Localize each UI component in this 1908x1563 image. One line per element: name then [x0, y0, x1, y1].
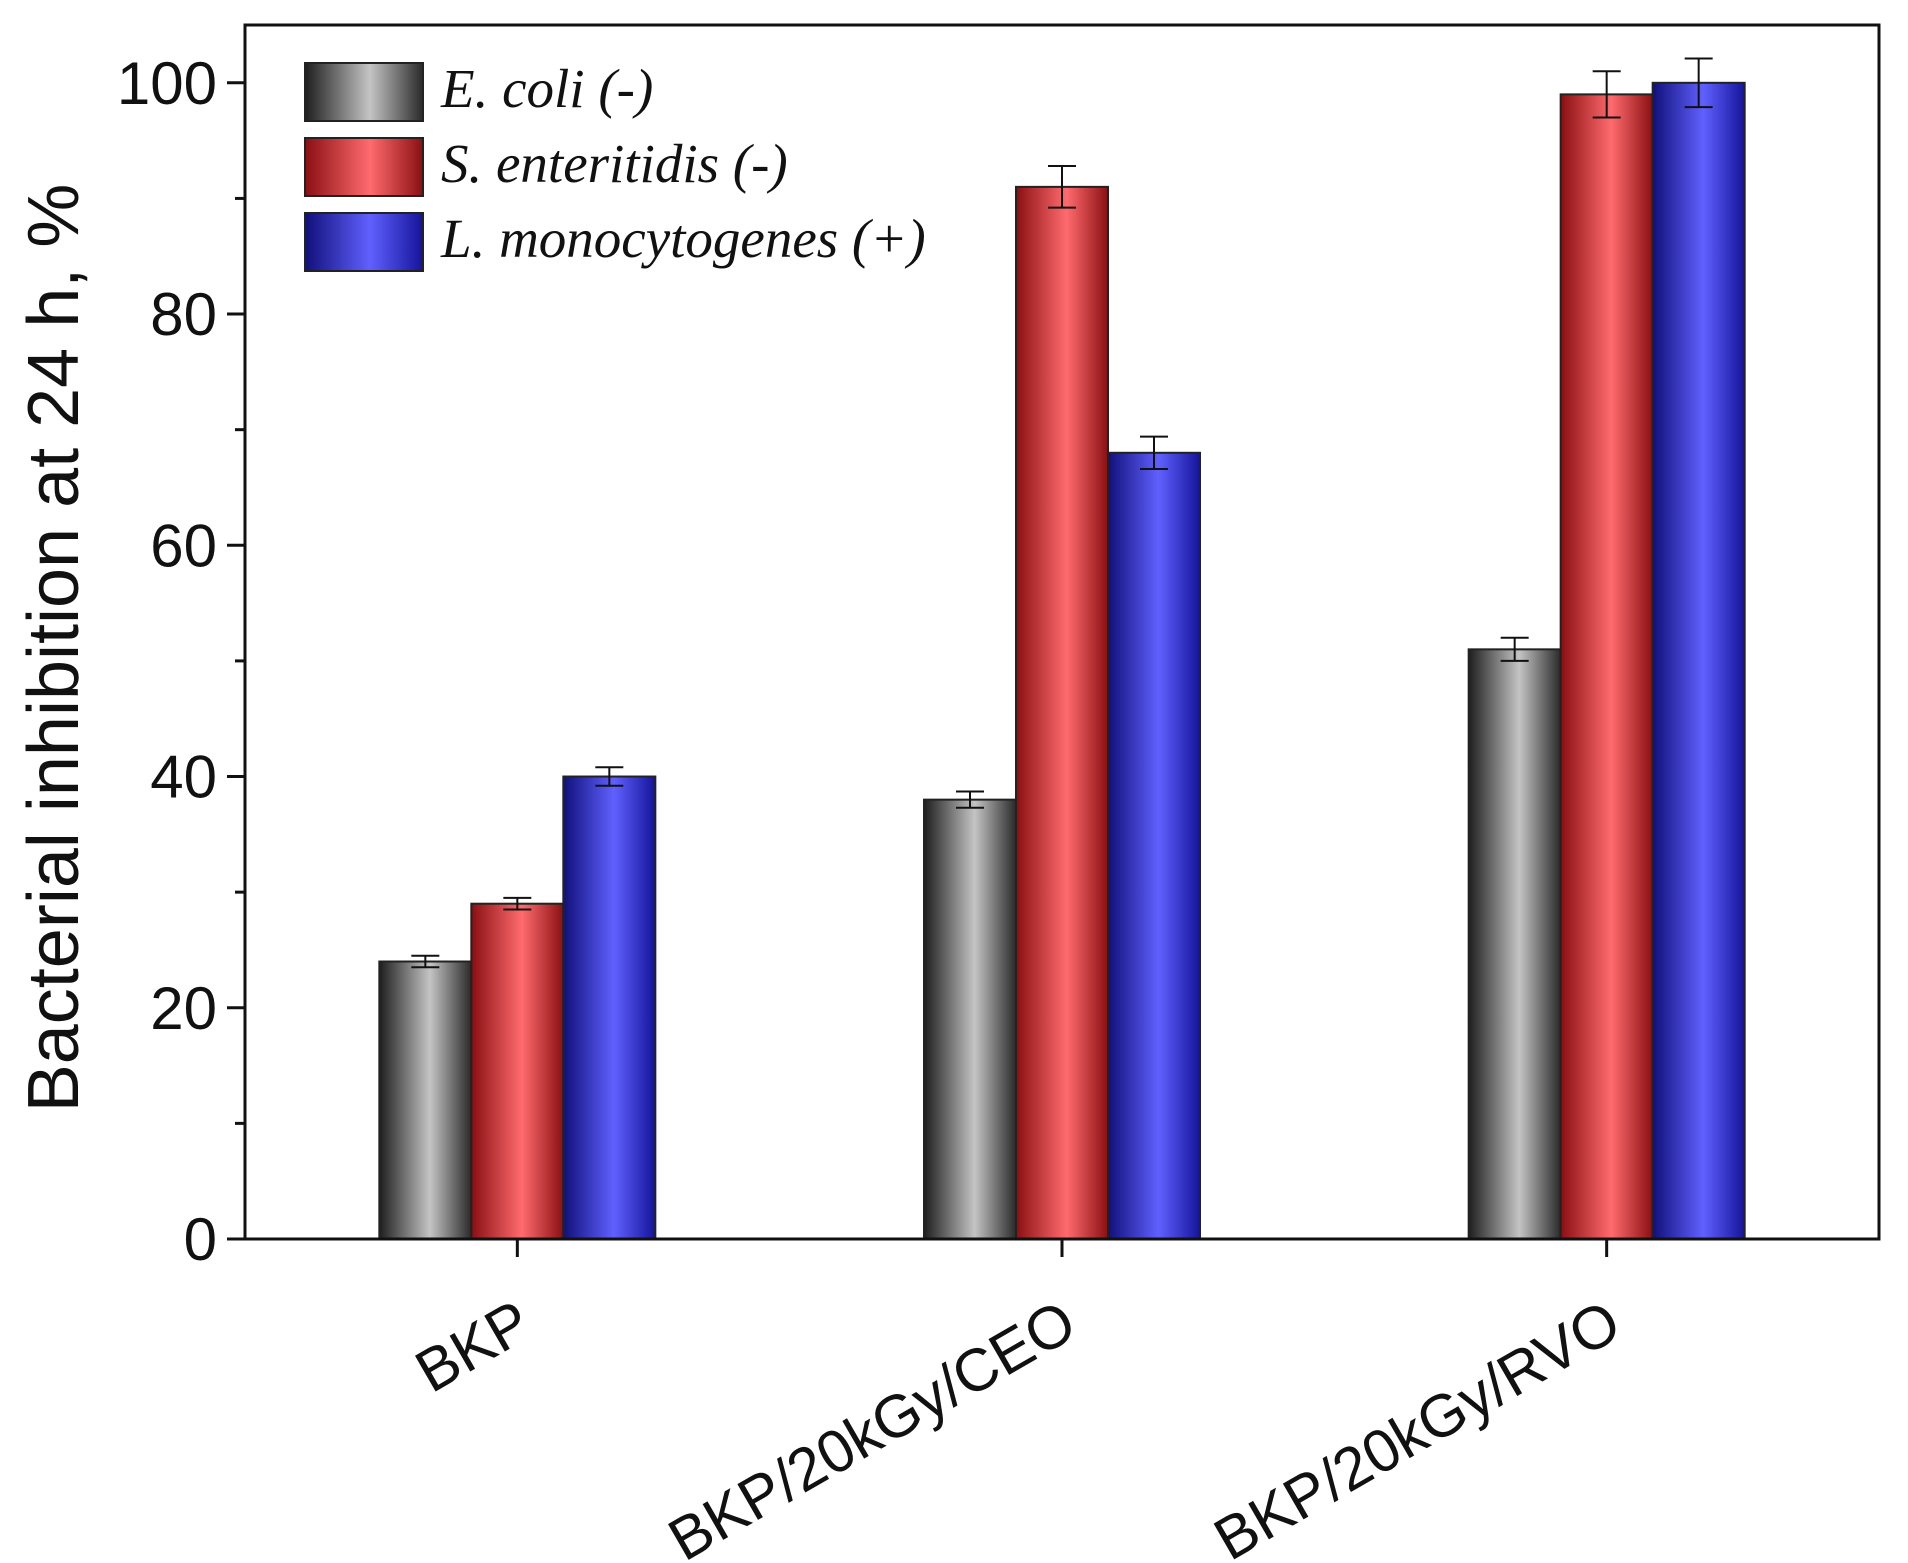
bar-e-coli-bkp-20kgy-rvo — [1467, 648, 1562, 1240]
bar-s-enteritidis-bkp-20kgy-ceo — [1015, 185, 1109, 1240]
plot-frame — [243, 23, 1881, 1241]
legend-swatch-l-monocytogenes — [304, 212, 424, 272]
y-axis: 0 20 40 60 80 100 — [117, 50, 245, 1273]
y-tick-label-20: 20 — [150, 975, 217, 1042]
error-bars-layer — [411, 57, 1713, 969]
error-bar-s-enteritidis-bkp — [503, 896, 532, 911]
legend-label-s-enteritidis: S. enteritidis (-) — [441, 133, 788, 194]
bar-l-monocytogenes-bkp — [562, 775, 657, 1240]
bar-e-coli-bkp-20kgy-ceo — [923, 798, 1017, 1241]
error-bar-e-coli-bkp — [411, 954, 440, 969]
bar-s-enteritidis-bkp — [470, 902, 565, 1240]
x-tick-label-bkp-20kgy-rvo: BKP/20kGy/RVO — [1203, 1287, 1631, 1563]
bar-l-monocytogenes-bkp-20kgy-ceo — [1107, 451, 1201, 1240]
error-bar-l-monocytogenes-bkp — [595, 766, 624, 787]
legend: E. coli (-) S. enteritidis (-) L. monocyto… — [304, 58, 926, 272]
bars-layer — [378, 81, 1746, 1241]
error-bar-l-monocytogenes-bkp-20kgy-ceo — [1140, 435, 1168, 470]
bar-e-coli-bkp — [378, 960, 473, 1240]
bar-s-enteritidis-bkp-20kgy-rvo — [1559, 93, 1654, 1240]
legend-label-l-monocytogenes: L. monocytogenes (+) — [440, 208, 926, 269]
error-bar-l-monocytogenes-bkp-20kgy-rvo — [1684, 57, 1713, 109]
x-tick-label-bkp-20kgy-ceo: BKP/20kGy/CEO — [657, 1287, 1086, 1563]
error-bar-s-enteritidis-bkp-20kgy-ceo — [1048, 165, 1076, 209]
x-tick-label-bkp: BKP — [404, 1287, 541, 1405]
y-axis-title-group: Bacterial inhibition at 24 h, % — [14, 184, 94, 1113]
y-tick-label-0: 0 — [184, 1206, 217, 1273]
legend-label-e-coli: E. coli (-) — [440, 58, 653, 119]
legend-swatch-e-coli — [304, 62, 424, 122]
legend-swatch-s-enteritidis — [304, 137, 424, 197]
y-tick-label-100: 100 — [117, 50, 217, 117]
error-bar-e-coli-bkp-20kgy-ceo — [956, 790, 984, 809]
y-tick-label-80: 80 — [150, 281, 217, 348]
error-bar-e-coli-bkp-20kgy-rvo — [1500, 636, 1529, 662]
x-axis: BKP BKP/20kGy/CEO BKP/20kGy/RVO — [404, 1239, 1631, 1563]
y-axis-title: Bacterial inhibition at 24 h, % — [14, 184, 94, 1113]
bar-l-monocytogenes-bkp-20kgy-rvo — [1651, 81, 1746, 1240]
y-tick-label-40: 40 — [150, 744, 217, 811]
error-bar-s-enteritidis-bkp-20kgy-rvo — [1592, 70, 1621, 119]
y-tick-label-60: 60 — [150, 512, 217, 579]
